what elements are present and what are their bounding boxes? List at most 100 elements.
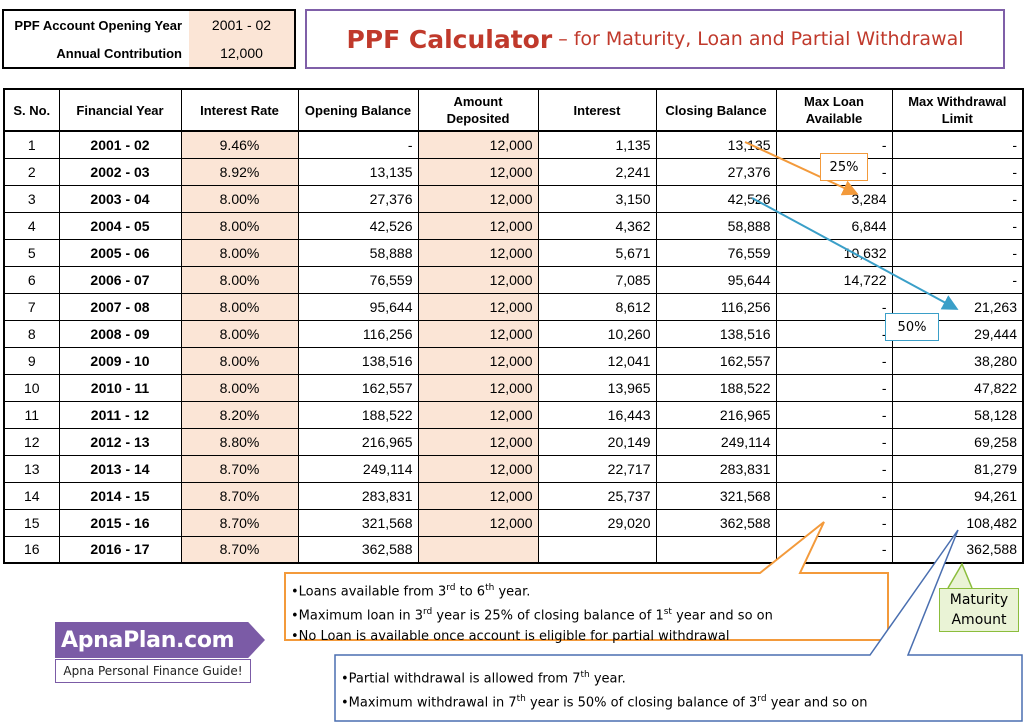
cell-opening-balance: 249,114: [297, 454, 419, 483]
cell-max-withdrawal: -: [891, 130, 1024, 159]
cell-max-withdrawal: 38,280: [891, 346, 1024, 375]
loan-note-2: •Maximum loan in 3rd year is 25% of clos…: [291, 607, 773, 624]
cell-max-loan: -: [775, 454, 893, 483]
cell-sno: 12: [3, 427, 60, 456]
cell-interest-rate: 8.20%: [180, 400, 299, 429]
cell-closing-balance: 362,588: [655, 508, 777, 537]
loan-callout: •Loans available from 3rd to 6th year. •…: [291, 578, 887, 647]
cell-sno: 13: [3, 454, 60, 483]
cell-sno: 9: [3, 346, 60, 375]
cell-interest: 22,717: [537, 454, 657, 483]
cell-interest-rate: 8.00%: [180, 238, 299, 267]
contribution-value[interactable]: 12,000: [188, 39, 294, 67]
table-row: 6 2006 - 07 8.00% 76,559 12,000 7,085 95,644 14…: [3, 265, 1024, 294]
cell-interest: 10,260: [537, 319, 657, 348]
cell-max-loan: -: [775, 508, 893, 537]
table-row: 1 2001 - 02 9.46% -12,000 1,135 13,135- -: [3, 130, 1024, 159]
cell-opening-balance: 58,888: [297, 238, 419, 267]
table-row: 8 2008 - 09 8.00% 116,256 12,000 10,260 138,51…: [3, 319, 1024, 348]
cell-sno: 3: [3, 184, 60, 213]
table-row: 10 2010 - 11 8.00% 162,557 12,000 13,965 188,5…: [3, 373, 1024, 402]
cell-sno: 4: [3, 211, 60, 240]
withdraw-note-1: •Partial withdrawal is allowed from 7th …: [341, 670, 626, 687]
cell-interest: 16,443: [537, 400, 657, 429]
cell-closing-balance: 27,376: [655, 157, 777, 186]
cell-interest-rate: 8.00%: [180, 373, 299, 402]
header-max-withdrawal: Max Withdrawal Limit: [891, 88, 1024, 132]
cell-max-loan: -: [775, 427, 893, 456]
table-row: 7 2007 - 08 8.00% 95,644 12,000 8,612 116,256-…: [3, 292, 1024, 321]
cell-max-withdrawal: -: [891, 184, 1024, 213]
cell-interest: 8,612: [537, 292, 657, 321]
table-row: 3 2003 - 04 8.00% 27,376 12,000 3,150 42,526 3,…: [3, 184, 1024, 213]
table-row: 13 2013 - 14 8.70% 249,114 12,000 22,717 283,8…: [3, 454, 1024, 483]
loan-note-1: •Loans available from 3rd to 6th year.: [291, 583, 531, 600]
cell-closing-balance: 321,568: [655, 481, 777, 510]
cell-amount-deposited: 12,000: [417, 184, 539, 213]
cell-financial-year: 2006 - 07: [58, 265, 182, 294]
table-row: 12 2012 - 13 8.80% 216,965 12,000 20,149 249,1…: [3, 427, 1024, 456]
cell-sno: 15: [3, 508, 60, 537]
maturity-amount-callout: Maturity Amount: [939, 588, 1019, 632]
cell-max-withdrawal: 58,128: [891, 400, 1024, 429]
cell-amount-deposited: 12,000: [417, 157, 539, 186]
cell-financial-year: 2008 - 09: [58, 319, 182, 348]
logo-brand-text: ApnaPlan.com: [61, 627, 235, 653]
maturity-label-2: Amount: [951, 612, 1007, 628]
cell-financial-year: 2003 - 04: [58, 184, 182, 213]
cell-opening-balance: 138,516: [297, 346, 419, 375]
cell-max-loan: -: [775, 481, 893, 510]
header-max-loan: Max Loan Available: [775, 88, 893, 132]
table-row: 4 2004 - 05 8.00% 42,526 12,000 4,362 58,888 6,…: [3, 211, 1024, 240]
account-info-box: PPF Account Opening Year 2001 - 02 Annua…: [2, 9, 296, 69]
withdraw-percent-tag: 50%: [885, 313, 939, 341]
cell-amount-deposited: 12,000: [417, 319, 539, 348]
cell-max-loan: -: [775, 373, 893, 402]
header-sno: S. No.: [3, 88, 60, 132]
cell-financial-year: 2009 - 10: [58, 346, 182, 375]
cell-amount-deposited: 12,000: [417, 346, 539, 375]
cell-sno: 8: [3, 319, 60, 348]
header-closing-balance: Closing Balance: [655, 88, 777, 132]
cell-interest: 29,020: [537, 508, 657, 537]
cell-interest-rate: 8.92%: [180, 157, 299, 186]
cell-interest: 7,085: [537, 265, 657, 294]
cell-max-loan: 10,632: [775, 238, 893, 267]
cell-interest-rate: 8.70%: [180, 481, 299, 510]
opening-year-value[interactable]: 2001 - 02: [188, 11, 294, 39]
cell-interest-rate: 8.00%: [180, 346, 299, 375]
header-opening-balance: Opening Balance: [297, 88, 419, 132]
cell-amount-deposited: 12,000: [417, 400, 539, 429]
cell-max-loan: -: [775, 346, 893, 375]
cell-closing-balance: 76,559: [655, 238, 777, 267]
cell-closing-balance: 42,526: [655, 184, 777, 213]
cell-max-withdrawal: 81,279: [891, 454, 1024, 483]
cell-interest-rate: 8.00%: [180, 211, 299, 240]
table-row: 5 2005 - 06 8.00% 58,888 12,000 5,671 76,559 10…: [3, 238, 1024, 267]
cell-sno: 1: [3, 130, 60, 159]
cell-interest: 25,737: [537, 481, 657, 510]
cell-max-withdrawal: 47,822: [891, 373, 1024, 402]
cell-financial-year: 2002 - 03: [58, 157, 182, 186]
cell-closing-balance: 58,888: [655, 211, 777, 240]
cell-max-loan: 3,284: [775, 184, 893, 213]
cell-interest-rate: 8.00%: [180, 319, 299, 348]
cell-amount-deposited: 12,000: [417, 130, 539, 159]
contribution-label: Annual Contribution: [56, 45, 182, 61]
cell-opening-balance: 188,522: [297, 400, 419, 429]
cell-max-withdrawal: 69,258: [891, 427, 1024, 456]
apnaplan-logo[interactable]: ApnaPlan.com Apna Personal Finance Guide…: [55, 622, 265, 684]
cell-interest-rate: 8.70%: [180, 454, 299, 483]
cell-max-withdrawal: -: [891, 157, 1024, 186]
cell-financial-year: 2015 - 16: [58, 508, 182, 537]
cell-financial-year: 2014 - 15: [58, 481, 182, 510]
cell-interest-rate: 8.70%: [180, 535, 299, 564]
loan-note-3: •No Loan is available once account is el…: [291, 628, 730, 644]
cell-interest-rate: 8.00%: [180, 292, 299, 321]
cell-max-withdrawal: -: [891, 211, 1024, 240]
cell-closing-balance: 188,522: [655, 373, 777, 402]
table-row: 9 2009 - 10 8.00% 138,516 12,000 12,041 162,55…: [3, 346, 1024, 375]
header-interest-rate: Interest Rate: [180, 88, 299, 132]
cell-financial-year: 2012 - 13: [58, 427, 182, 456]
cell-opening-balance: 283,831: [297, 481, 419, 510]
